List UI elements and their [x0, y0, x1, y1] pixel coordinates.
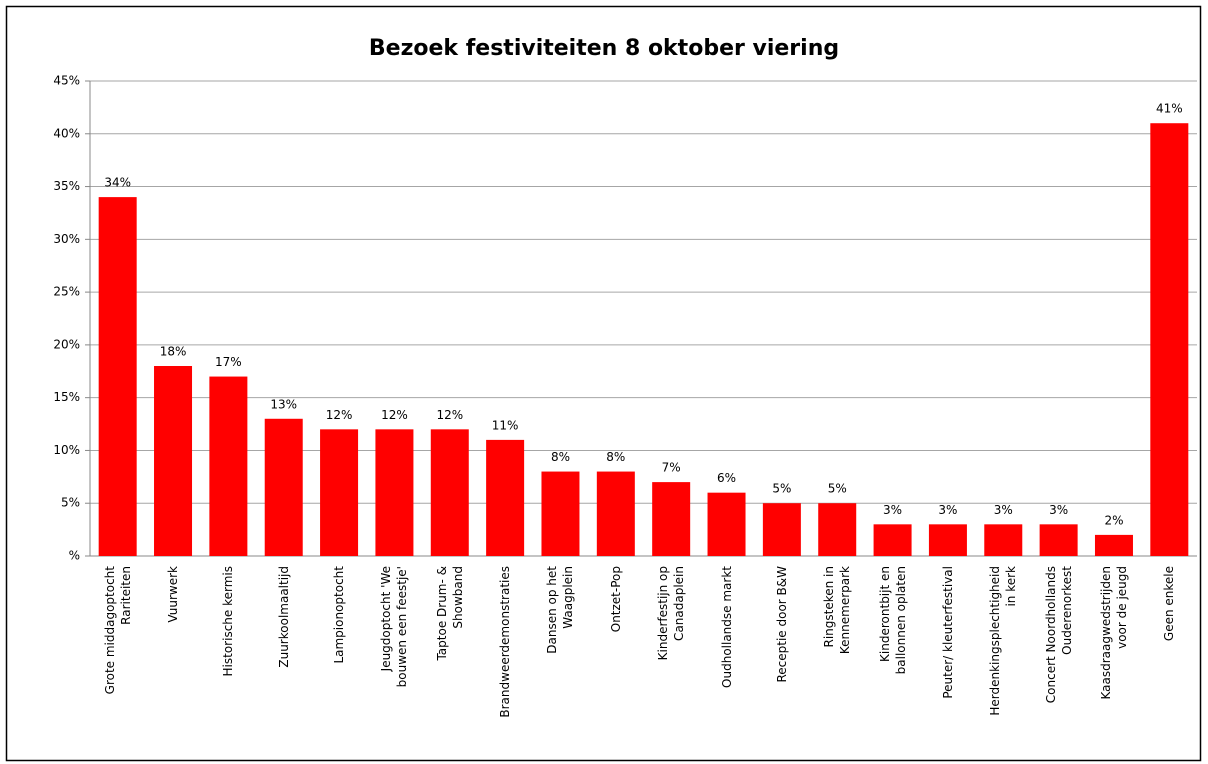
x-tick-label: Vuurwerk	[166, 566, 181, 623]
x-tick-label: Ontzet-Pop	[608, 566, 623, 633]
x-tick-label: Lampionoptocht	[332, 566, 347, 664]
bar	[652, 482, 691, 556]
x-tick-label: Kaasdraagwedstrijden voor de jeugd	[1098, 566, 1129, 700]
bar	[320, 429, 359, 556]
bar	[707, 492, 746, 556]
y-tick-label: 5%	[61, 496, 80, 510]
y-tick-label: 40%	[53, 126, 80, 140]
bar	[98, 197, 137, 556]
data-label: 5%	[772, 482, 791, 496]
x-tick-label: Historische kermis	[221, 566, 236, 677]
data-label: 18%	[160, 345, 187, 359]
y-tick-label: 10%	[53, 443, 80, 457]
x-tick-label: Concert Noordhollands Ouderenorkest	[1043, 566, 1074, 704]
x-tick-label: Herdenkingsplechtigheid in kerk	[988, 566, 1019, 716]
y-tick-label: %	[69, 549, 80, 563]
data-label: 8%	[606, 450, 625, 464]
data-label: 41%	[1156, 102, 1183, 116]
data-label: 3%	[883, 503, 902, 517]
x-tick-label: Receptie door B&W	[774, 566, 789, 683]
x-tick-label: Grote middagoptocht Rariteiten	[102, 566, 133, 695]
x-tick-label: Zuurkoolmaaltijd	[276, 566, 291, 668]
bar	[928, 524, 967, 556]
data-label: 11%	[492, 418, 519, 432]
bar	[1039, 524, 1078, 556]
bar	[541, 471, 580, 556]
data-label: 7%	[662, 461, 681, 475]
bar	[1150, 123, 1189, 556]
data-label: 13%	[270, 397, 297, 411]
x-tick-label: Peuter/ kleuterfestival	[940, 566, 955, 699]
y-tick-label: 15%	[53, 390, 80, 404]
y-tick-label: 35%	[53, 179, 80, 193]
x-tick-label: Kinderontbijt en ballonnen oplaten	[877, 566, 908, 675]
data-label: 3%	[994, 503, 1013, 517]
data-label: 34%	[104, 176, 131, 190]
data-label: 8%	[551, 450, 570, 464]
bar	[984, 524, 1023, 556]
bar	[486, 439, 525, 556]
y-tick-label: 20%	[53, 337, 80, 351]
bar	[154, 366, 193, 556]
data-label: 6%	[717, 471, 736, 485]
bar	[762, 503, 801, 556]
bar	[209, 376, 248, 556]
bar	[596, 471, 635, 556]
x-tick-label: Kinderfestijn op Canadaplein	[656, 566, 687, 661]
x-tick-label: Oudhollandse markt	[719, 566, 734, 688]
chart-title: Bezoek festiviteiten 8 oktober viering	[369, 36, 839, 61]
data-label: 12%	[436, 408, 463, 422]
data-label: 3%	[1049, 503, 1068, 517]
data-label: 17%	[215, 355, 242, 369]
x-tick-label: Dansen op het Waagplein	[545, 566, 576, 654]
x-tick-label: Brandweerdemonstraties	[498, 566, 513, 718]
chart-frame	[5, 5, 1202, 762]
x-tick-label: Geen enkele	[1162, 566, 1177, 642]
y-tick-label: 45%	[53, 74, 80, 88]
bar	[264, 418, 303, 556]
y-tick-label: 25%	[53, 285, 80, 299]
data-label: 2%	[1104, 513, 1123, 527]
data-label: 5%	[828, 482, 847, 496]
bar	[873, 524, 912, 556]
data-label: 3%	[938, 503, 957, 517]
x-tick-label: Jeugdoptocht 'We bouwen een feestje'	[379, 566, 410, 688]
bar	[375, 429, 414, 556]
bar	[1094, 534, 1133, 556]
x-tick-label: Ringsteken in Kennemerpark	[822, 566, 853, 655]
x-tick-label: Taptoe Drum- & Showband	[434, 566, 465, 661]
data-label: 12%	[326, 408, 353, 422]
y-tick-label: 30%	[53, 232, 80, 246]
bar	[430, 429, 469, 556]
bar	[818, 503, 857, 556]
data-label: 12%	[381, 408, 408, 422]
